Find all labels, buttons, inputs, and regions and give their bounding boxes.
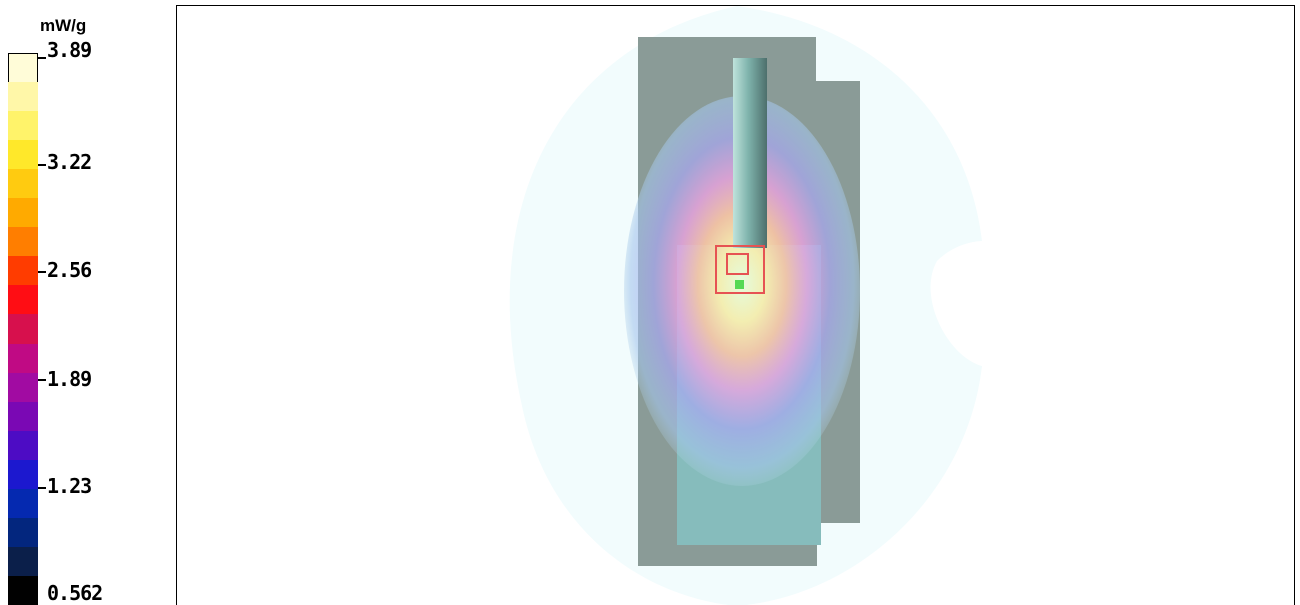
sar-distribution-view xyxy=(509,6,982,605)
peak-hotspot xyxy=(735,280,744,289)
color-swatch xyxy=(8,256,38,286)
tick-label: 2.56 xyxy=(47,258,92,282)
color-swatch xyxy=(8,314,38,345)
tick-label: 1.89 xyxy=(47,367,92,391)
color-swatch xyxy=(8,343,38,374)
color-swatch xyxy=(8,401,38,432)
color-swatch xyxy=(8,82,38,112)
tick-mark xyxy=(38,57,46,59)
zoom-scan-inner-box xyxy=(726,253,749,275)
color-swatch xyxy=(8,372,38,403)
tick-mark xyxy=(38,379,46,381)
color-swatch xyxy=(8,53,38,83)
color-swatch xyxy=(8,198,38,228)
color-swatch xyxy=(8,459,38,490)
color-swatch xyxy=(8,227,38,257)
tick-label-max: 3.89 xyxy=(47,38,92,62)
legend-unit-label: mW/g xyxy=(40,16,87,35)
color-swatch xyxy=(8,575,38,605)
colorbar-legend: mW/g 3.89 3.22 2.56 1.89 1.23 0.562 xyxy=(0,0,175,605)
tick-label: 1.23 xyxy=(47,474,92,498)
color-swatch xyxy=(8,169,38,199)
zoom-scan-outer-box xyxy=(715,245,765,294)
color-swatch xyxy=(8,430,38,461)
color-scale-bar xyxy=(8,53,38,605)
tick-mark xyxy=(38,271,46,273)
tick-label-min: 0.562 xyxy=(47,581,103,605)
tick-label: 3.22 xyxy=(47,150,92,174)
color-swatch xyxy=(8,111,38,141)
color-swatch xyxy=(8,488,38,519)
sar-plot-area xyxy=(176,5,1295,605)
color-swatch xyxy=(8,140,38,170)
tick-mark xyxy=(38,164,46,166)
color-swatch xyxy=(8,546,38,577)
antenna-rod xyxy=(733,58,767,248)
color-swatch xyxy=(8,517,38,548)
sar-heat-glow xyxy=(624,96,860,486)
tick-mark xyxy=(38,487,46,489)
color-swatch xyxy=(8,285,38,315)
